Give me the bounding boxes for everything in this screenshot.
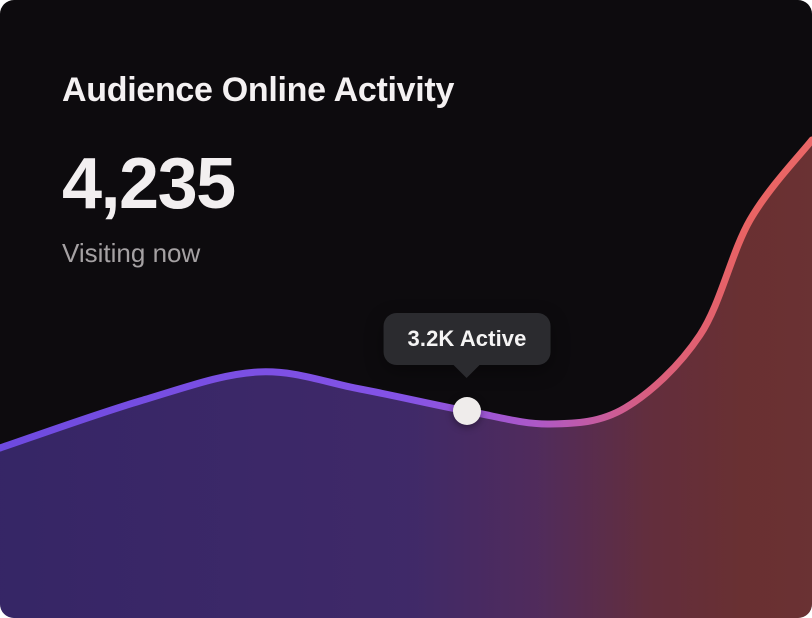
page-title: Audience Online Activity [62,71,455,109]
chart-line [0,136,812,452]
active-users-tooltip: 3.2K Active [383,313,551,378]
visitors-count-label: Visiting now [62,237,201,268]
chart-point-marker[interactable] [453,397,481,425]
tooltip-arrow-icon [454,365,480,378]
chart-area-fill [0,140,812,618]
visitors-count: 4,235 [62,143,236,224]
card-header: Audience Online Activity 4,235 Visiting … [62,70,454,269]
tooltip-label: 3.2K Active [407,326,527,351]
